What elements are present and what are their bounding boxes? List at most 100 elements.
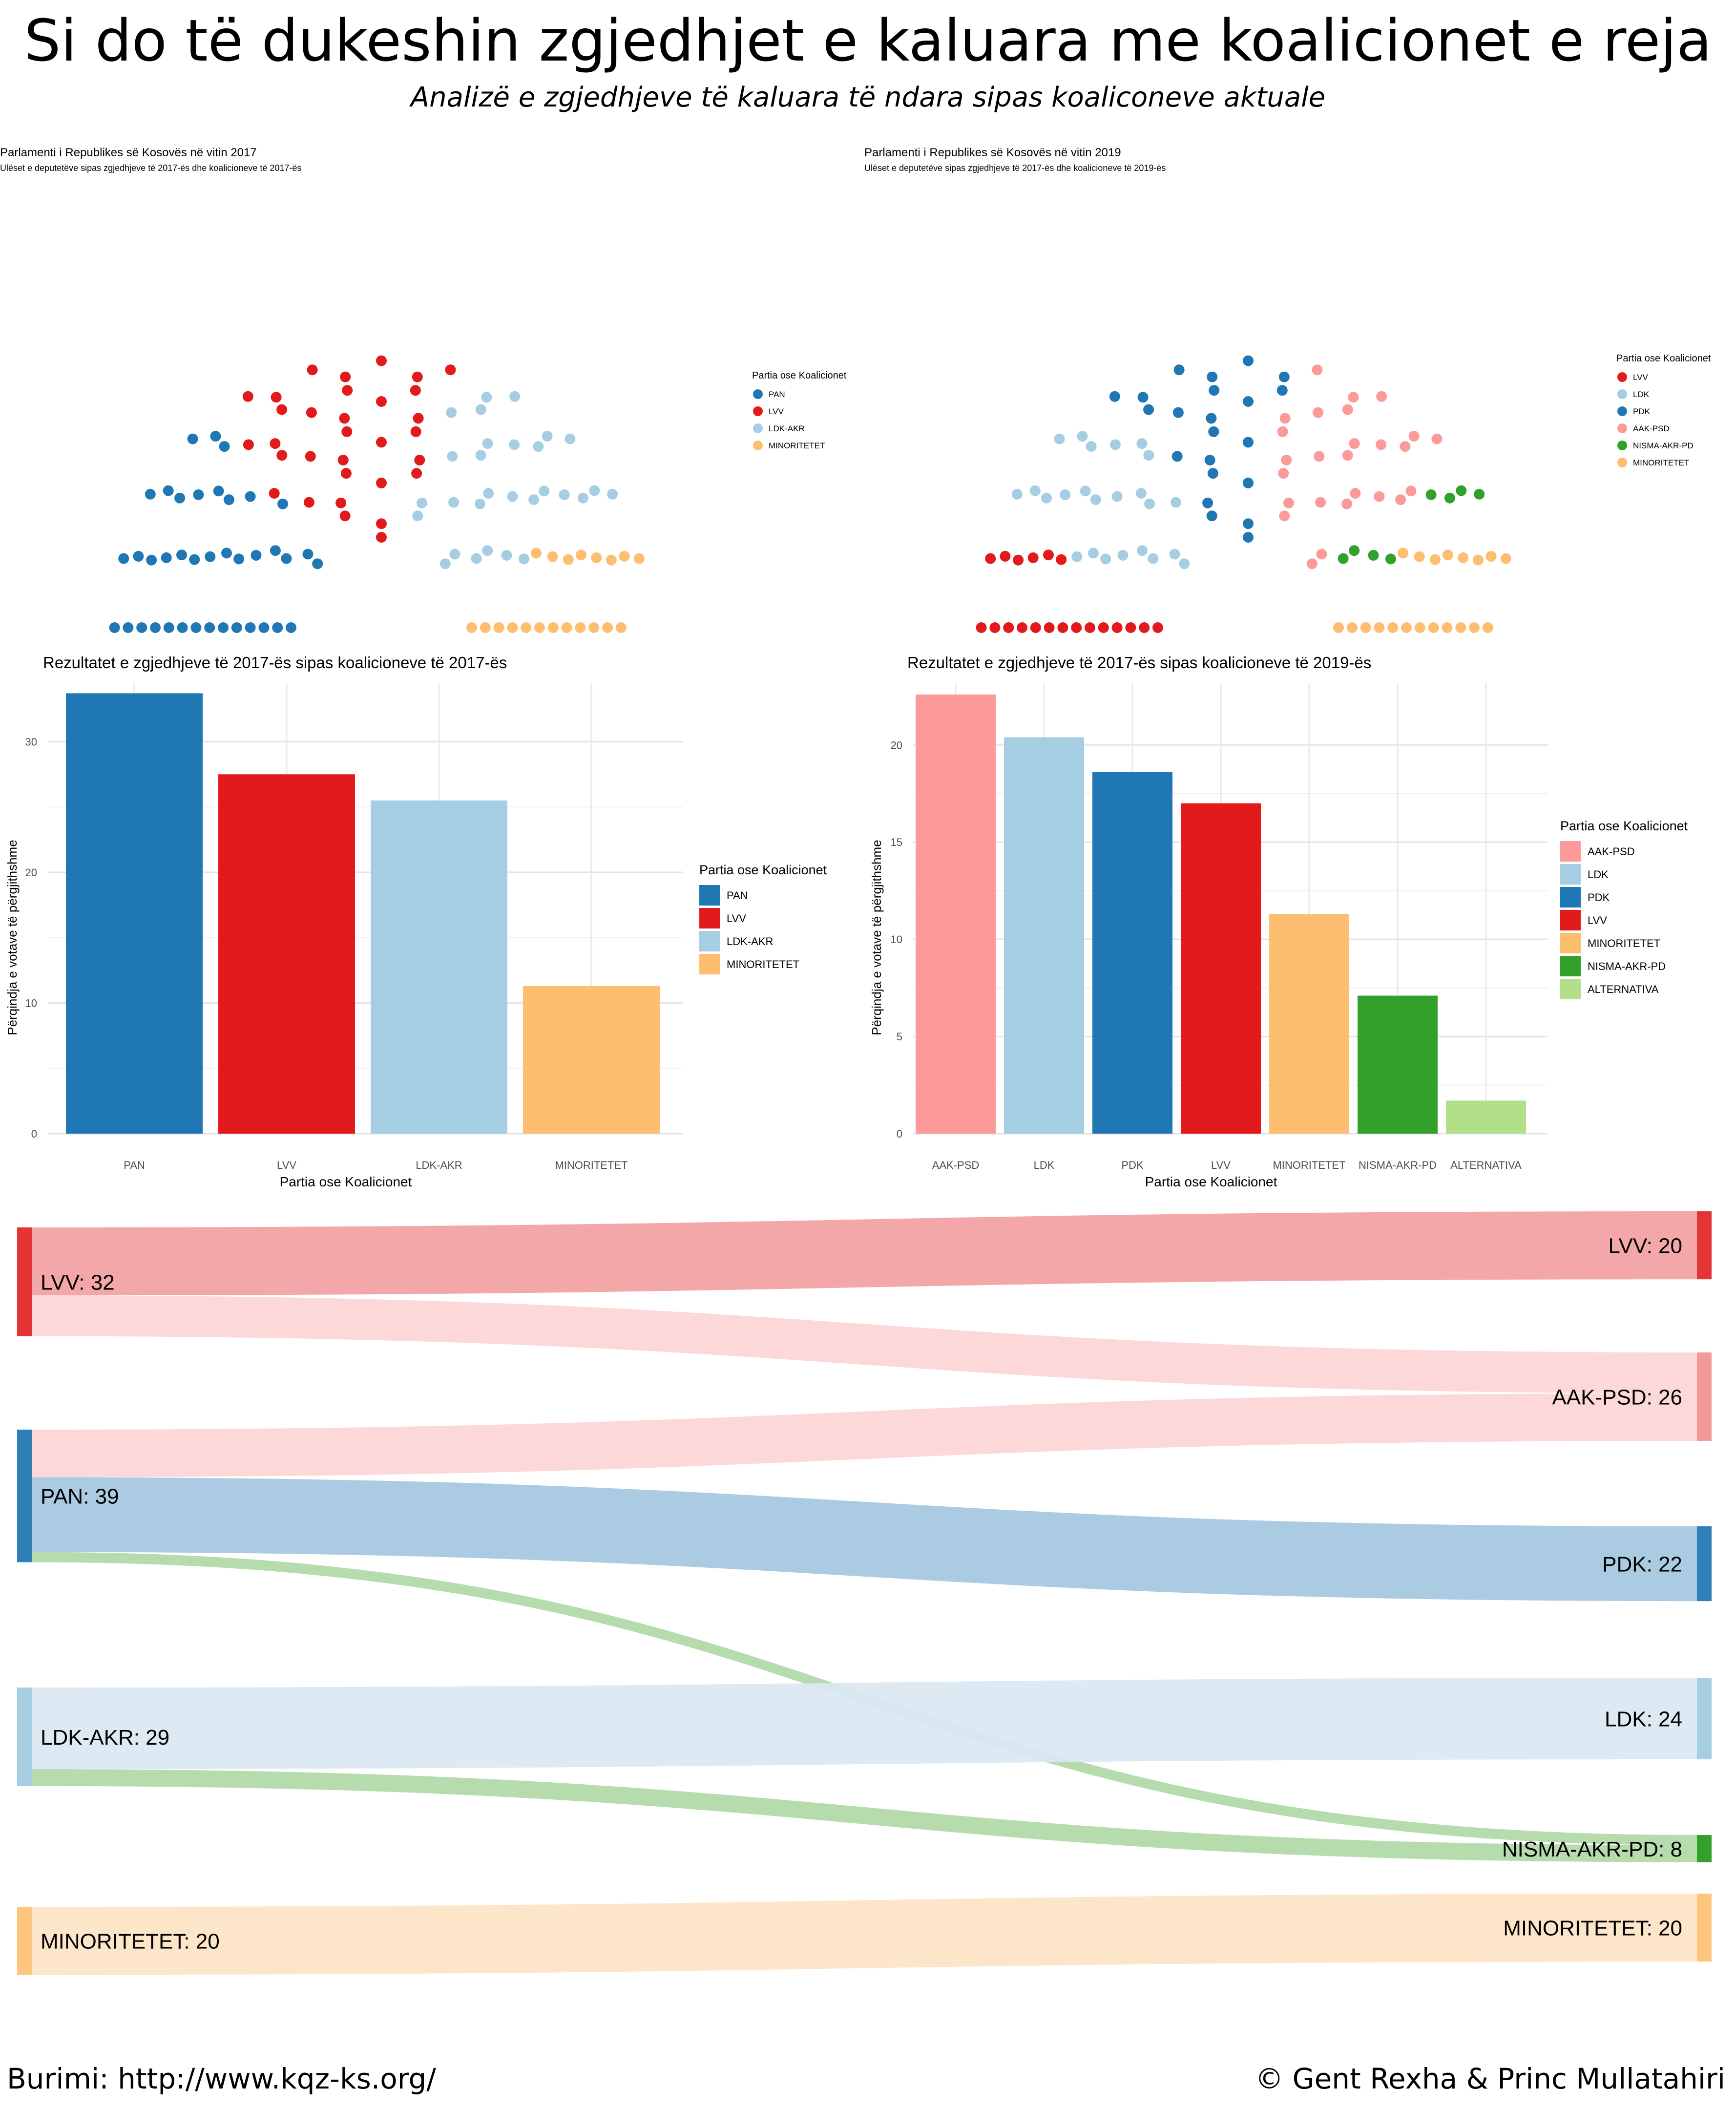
bar-minoritetet — [523, 986, 660, 1134]
seat-ldk-akr — [482, 438, 493, 449]
y-tick-label: 0 — [31, 1128, 37, 1140]
legend-title: Partia ose Koalicionet — [752, 370, 847, 381]
legend-key-lvv — [1560, 910, 1581, 930]
bar-pdk — [1092, 772, 1172, 1134]
seat-lvv — [414, 455, 425, 465]
seat-pdk — [1137, 392, 1149, 403]
y-tick-label: 20 — [25, 866, 37, 879]
x-tick-label: LDK-AKR — [416, 1159, 462, 1171]
seat-ldk-akr — [607, 488, 618, 500]
seat-lvv — [376, 532, 387, 543]
seat-lvv — [1111, 622, 1123, 633]
seat-minoritetet — [606, 554, 617, 566]
seat-lvv — [1030, 622, 1041, 633]
seat-minoritetet — [1398, 548, 1408, 559]
seat-aak-psd — [1313, 407, 1324, 418]
legend-label-minoritetet: MINORITETET — [1588, 937, 1660, 950]
seat-aak-psd — [1283, 497, 1294, 508]
chart-title: Parlamenti i Republikes së Kosovës në vi… — [0, 146, 257, 159]
y-tick-label: 10 — [891, 933, 902, 946]
legend-key-pan — [753, 389, 763, 399]
seat-nisma-akr-pd — [1444, 492, 1455, 504]
seat-nisma-akr-pd — [1425, 489, 1437, 500]
seat-lvv — [1139, 622, 1150, 633]
seat-pdk — [1278, 371, 1290, 382]
seat-lvv — [342, 385, 353, 396]
seat-lvv — [243, 439, 254, 450]
seat-ldk — [1136, 545, 1148, 556]
legend-key-pan — [699, 885, 720, 906]
flow-ldk-akr-to-ldk — [32, 1678, 1697, 1770]
seat-ldk-akr — [528, 494, 540, 506]
seat-lvv — [1013, 554, 1024, 566]
seat-pan — [150, 622, 161, 633]
seat-ldk — [1100, 553, 1111, 565]
sankey-target-label-pdk: PDK: 22 — [1602, 1553, 1682, 1577]
seat-ldk-akr — [416, 497, 427, 508]
legend-key-aak-psd — [1617, 423, 1627, 433]
seat-minoritetet — [1374, 622, 1385, 633]
x-tick-label: NISMA-AKR-PD — [1359, 1159, 1437, 1171]
seat-lvv — [339, 413, 350, 424]
seat-lvv — [1043, 549, 1054, 561]
seat-pan — [258, 622, 270, 633]
bar-lvv — [1181, 803, 1261, 1134]
sankey-target-node-aak-psd — [1697, 1352, 1712, 1441]
seat-ldk-akr — [509, 439, 520, 450]
sankey-source-label-lvv: LVV: 32 — [41, 1270, 115, 1294]
source-note: Burimi: http://www.kqz-ks.org/ — [7, 2062, 436, 2095]
legend-key-pdk — [1560, 887, 1581, 907]
seat-lvv — [337, 455, 349, 465]
seat-lvv — [413, 413, 424, 424]
legend-key-ldk — [1617, 389, 1627, 399]
seat-pan — [189, 554, 200, 565]
x-tick-label: PAN — [124, 1159, 145, 1171]
seat-lvv — [1044, 622, 1055, 633]
seat-aak-psd — [1316, 549, 1327, 560]
seat-aak-psd — [1312, 364, 1323, 376]
seat-ldk — [1090, 494, 1101, 506]
y-tick-label: 15 — [891, 836, 902, 848]
chart-subtitle: Ulëset e deputetëve sipas zgjedhjeve të … — [0, 163, 301, 173]
legend-label-nisma-akr-pd: NISMA-AKR-PD — [1588, 960, 1666, 972]
seat-pdk — [1173, 364, 1185, 376]
seat-lvv — [989, 622, 1001, 633]
seat-pdk — [1171, 451, 1183, 462]
legend-key-lvv — [1617, 372, 1627, 382]
x-tick-label: MINORITETET — [1273, 1159, 1345, 1171]
seat-ldk — [1117, 549, 1129, 561]
seat-aak-psd — [1400, 441, 1411, 452]
seat-ldk — [1029, 485, 1041, 496]
sankey-source-node-pan — [17, 1430, 32, 1562]
seat-minoritetet — [1442, 622, 1453, 633]
seat-minoritetet — [493, 622, 504, 633]
seat-aak-psd — [1315, 497, 1326, 508]
seat-ldk-akr — [483, 488, 494, 499]
seat-ldk — [1111, 491, 1123, 502]
seat-nisma-akr-pd — [1349, 545, 1360, 556]
seat-aak-psd — [1395, 494, 1406, 506]
seat-pan — [233, 553, 245, 565]
seat-ldk-akr — [481, 392, 492, 403]
legend-label-ldk: LDK — [1633, 390, 1650, 399]
legend-label-minoritetet: MINORITETET — [727, 958, 799, 971]
sankey-target-label-minoritetet: MINORITETET: 20 — [1503, 1917, 1682, 1941]
seat-minoritetet — [563, 554, 574, 565]
seat-lvv — [1017, 622, 1027, 633]
x-tick-label: LDK — [1034, 1159, 1055, 1171]
seat-pan — [193, 489, 204, 500]
seat-pdk — [1206, 510, 1217, 522]
seat-lvv — [376, 437, 387, 448]
seat-ldk — [1088, 548, 1099, 559]
seat-pan — [218, 622, 229, 633]
bar-ldk-akr — [371, 800, 507, 1134]
seat-minoritetet — [615, 622, 627, 633]
seat-minoritetet — [1472, 554, 1484, 566]
sankey-target-label-aak-psd: AAK-PSD: 26 — [1552, 1385, 1682, 1409]
seat-minoritetet — [480, 622, 491, 633]
seat-minoritetet — [547, 622, 559, 633]
seat-ldk — [1041, 492, 1052, 504]
seat-minoritetet — [1443, 549, 1453, 561]
seat-minoritetet — [1414, 622, 1425, 633]
seat-pan — [163, 622, 174, 633]
